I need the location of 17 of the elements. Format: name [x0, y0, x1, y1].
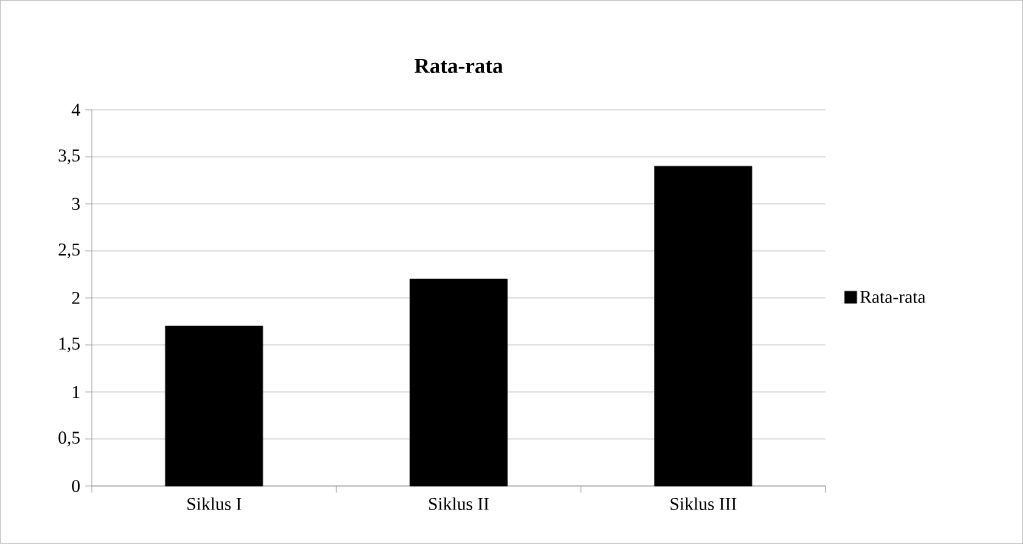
bar: [654, 166, 753, 487]
x-tick-label: Siklus III: [670, 497, 737, 511]
y-tick-label: 1: [72, 386, 80, 399]
x-tick-label: Siklus II: [429, 497, 489, 511]
y-tick-label: 4: [71, 103, 81, 116]
y-tick-label: 0,5: [58, 431, 80, 447]
bar: [409, 278, 508, 487]
y-tick-label: 2,5: [58, 243, 80, 259]
chart-title: Rata-rata: [414, 59, 503, 74]
y-tick-label: 3: [72, 197, 80, 211]
bar: [165, 325, 264, 487]
y-tick-label: 3,5: [58, 149, 80, 165]
legend-label: Rata-rata: [860, 291, 926, 304]
x-tick-label: Siklus I: [187, 497, 242, 511]
y-tick-label: 1,5: [59, 337, 80, 353]
y-tick-label: 2: [72, 292, 80, 304]
y-tick-label: 0: [72, 480, 80, 493]
